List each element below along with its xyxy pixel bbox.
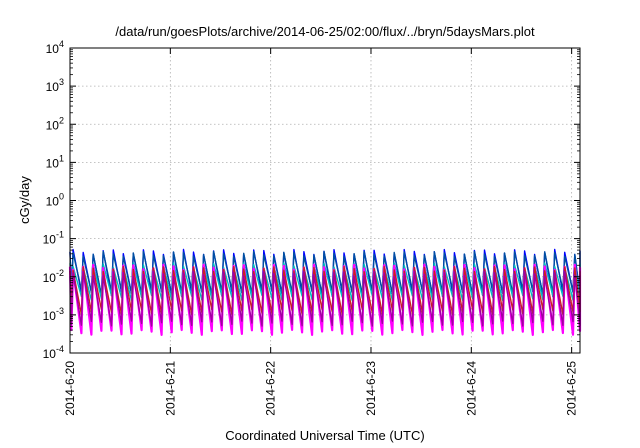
x-axis-label: Coordinated Universal Time (UTC): [225, 428, 424, 443]
y-tick-label: 10-4: [43, 344, 64, 361]
x-tick-label: 2014-6-21: [163, 361, 177, 416]
y-ticks: 10-4 10-3 10-2 10-1 100 101 102 103 104: [43, 39, 580, 361]
y-tick-label: 102: [46, 115, 64, 132]
y-tick-label: 10-2: [43, 268, 64, 285]
y-tick-label: 10-3: [43, 306, 64, 323]
x-ticks: 2014-6-20 2014-6-21 2014-6-22 2014-6-23 2014…: [63, 48, 579, 416]
y-tick-label: 103: [46, 77, 64, 94]
x-tick-label: 2014-6-20: [63, 361, 77, 416]
chart-title: /data/run/goesPlots/archive/2014-06-25/0…: [115, 24, 535, 39]
y-axis-label: cGy/day: [17, 176, 32, 224]
x-tick-label: 2014-6-23: [364, 361, 378, 416]
x-tick-label: 2014-6-24: [464, 361, 478, 416]
y-tick-label: 104: [46, 39, 64, 56]
y-tick-label: 101: [46, 153, 64, 170]
y-tick-label: 10-1: [43, 230, 64, 247]
series-line: [69, 270, 581, 327]
x-tick-label: 2014-6-22: [264, 361, 278, 416]
x-tick-label: 2014-6-25: [565, 361, 579, 416]
series-group: [68, 248, 582, 336]
y-tick-label: 100: [46, 192, 64, 209]
